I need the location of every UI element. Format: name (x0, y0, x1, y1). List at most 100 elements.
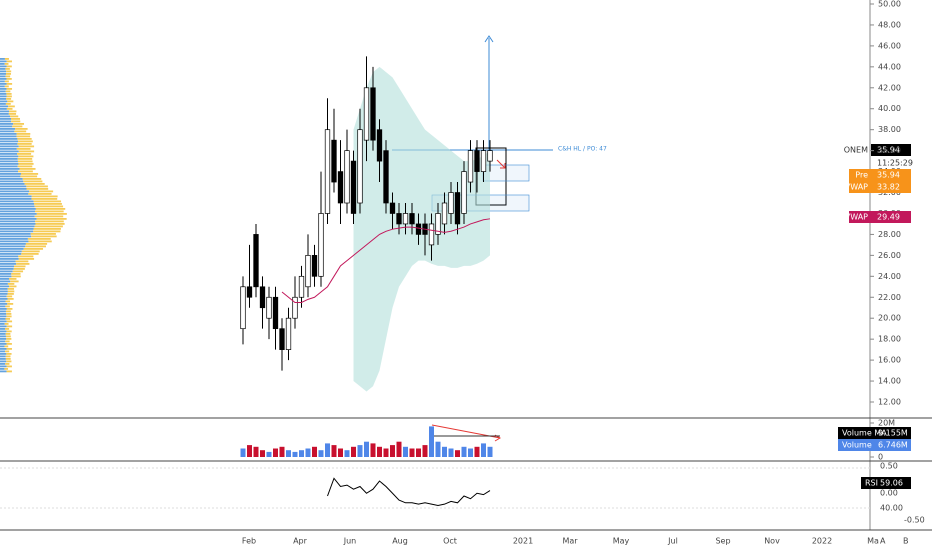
x-tick-label: Nov (764, 537, 780, 546)
badge-value: 33.82 (877, 183, 900, 192)
profile-bar (6, 78, 12, 80)
profile-bar (0, 303, 8, 305)
profile-bar (6, 95, 12, 98)
candle-body (376, 129, 383, 162)
profile-bar (28, 193, 52, 195)
profile-bar (0, 115, 11, 118)
volume-bar (403, 446, 408, 457)
profile-bar (5, 363, 10, 365)
profile-bar (0, 343, 7, 345)
volume-bar (260, 450, 265, 457)
profile-bar (6, 88, 13, 90)
profile-bar (0, 180, 24, 183)
profile-bar (0, 308, 7, 310)
profile (0, 58, 67, 373)
volume-bar (299, 450, 304, 457)
profile-bar (6, 93, 12, 95)
profile-bar (7, 288, 15, 290)
x-tick-label: May (613, 537, 630, 546)
profile-bar (0, 78, 7, 80)
volume-bar (312, 446, 317, 457)
candle-body (272, 296, 279, 330)
volume-bar (461, 446, 467, 457)
annotation: C&H HL / PO: 47 (558, 146, 607, 153)
candle-body (370, 87, 376, 141)
candle-body (331, 139, 337, 183)
candle-body (389, 202, 396, 214)
profile-bar (11, 118, 21, 120)
profile-bar (0, 253, 22, 255)
profile-bar (0, 300, 6, 303)
volume-bar (240, 448, 246, 457)
profile-bar (5, 300, 11, 303)
profile-bar (23, 180, 43, 183)
profile-bar (6, 73, 11, 75)
profile-bar (0, 178, 23, 180)
profile-bar (5, 103, 11, 105)
profile-bar (0, 135, 17, 138)
profile-bar (0, 163, 19, 165)
profile-bar (6, 330, 12, 333)
profile-bar (0, 325, 7, 328)
profile-bar (0, 103, 6, 105)
corner-label: A (880, 537, 886, 546)
profile-bar (0, 170, 19, 173)
volume-bar (455, 450, 460, 457)
profile-bar (0, 218, 37, 220)
profile-bar (6, 65, 12, 68)
profile-bar (33, 200, 62, 203)
profile-bar (20, 173, 39, 175)
profile-bar (7, 298, 14, 300)
x-tick-label: Feb (242, 537, 256, 546)
profile-bar (25, 245, 46, 248)
badge-bg (861, 477, 911, 489)
volume-bar (383, 448, 389, 457)
candle-body (298, 275, 305, 298)
candle-body (285, 317, 292, 350)
profile-bar (28, 240, 52, 243)
profile-bar (0, 310, 6, 313)
rsi-value: 59.06 (880, 479, 903, 488)
badge-bg (849, 169, 911, 181)
volume-bar (442, 446, 447, 457)
volume-tick-label: 0 (878, 453, 883, 462)
profile-bar (0, 188, 27, 190)
profile-bar (0, 88, 7, 90)
profile-bar (5, 75, 11, 78)
profile-bar (8, 113, 17, 115)
rsi-axis-label: 0.50 (880, 462, 898, 471)
profile-bar (0, 353, 7, 355)
profile-bar (9, 278, 17, 280)
profile-bar (0, 228, 34, 230)
profile-bar (16, 263, 30, 265)
rsi-axis-label: -0.50 (904, 516, 925, 525)
profile-bar (27, 238, 51, 240)
candle-body (441, 202, 448, 225)
profile-bar (17, 160, 33, 163)
y-tick-label: 42.00 (878, 83, 901, 92)
profile-bar (31, 195, 58, 198)
profile-bar (10, 280, 19, 283)
profile-bar (11, 273, 21, 275)
volume-tick-label: 20M (878, 419, 895, 428)
profile-bar (6, 108, 13, 110)
volume-bar (338, 448, 343, 457)
profile-bar (0, 240, 29, 243)
profile-bar (0, 268, 14, 270)
profile-bar (14, 130, 27, 133)
candle-body (461, 171, 467, 214)
volume-bar (474, 446, 480, 457)
profile-bar (6, 315, 12, 318)
profile-bar (0, 338, 7, 340)
profile-bar (18, 145, 35, 148)
profile-bar (0, 70, 7, 73)
profile-bar (0, 63, 5, 65)
x-tick-label: Apr (293, 537, 308, 546)
x-tick-label: Sep (715, 537, 730, 546)
profile-bar (0, 328, 6, 330)
volume-bar (273, 448, 278, 457)
profile-bar (7, 303, 14, 305)
profile-bar (0, 165, 18, 168)
profile-bar (0, 255, 19, 258)
profile-bar (0, 75, 6, 78)
